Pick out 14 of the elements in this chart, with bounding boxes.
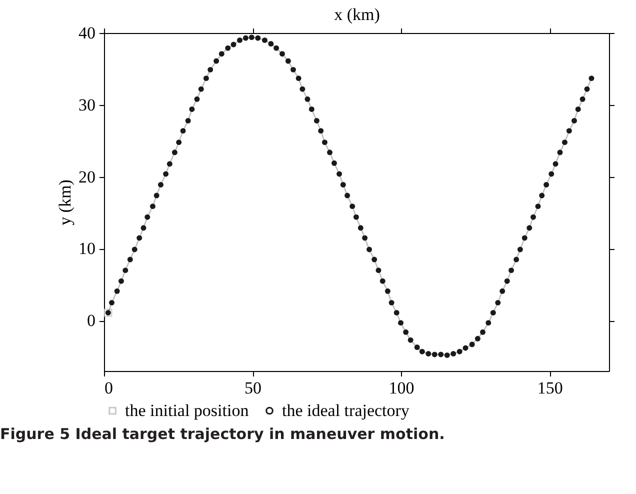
y-tick-label: 20: [78, 167, 96, 186]
x-tick-label: 100: [388, 378, 414, 398]
x-tick-label: 150: [537, 378, 563, 398]
x-axis-title: x (km): [334, 5, 380, 24]
y-tick-label: 0: [87, 311, 96, 330]
y-tick-label: 40: [78, 24, 96, 42]
y-tick-label: 30: [78, 95, 96, 114]
legend-label: the initial position: [125, 400, 250, 420]
y-axis-title: y (km): [56, 180, 74, 226]
y-tick-label: 10: [78, 239, 96, 258]
caption: Figure 5 Ideal target trajectory in maneuver motion.: [0, 425, 445, 443]
x-tick-label: 0: [104, 378, 113, 398]
x-tick-label: 50: [244, 378, 262, 398]
legend-label: the ideal trajectory: [282, 400, 410, 420]
